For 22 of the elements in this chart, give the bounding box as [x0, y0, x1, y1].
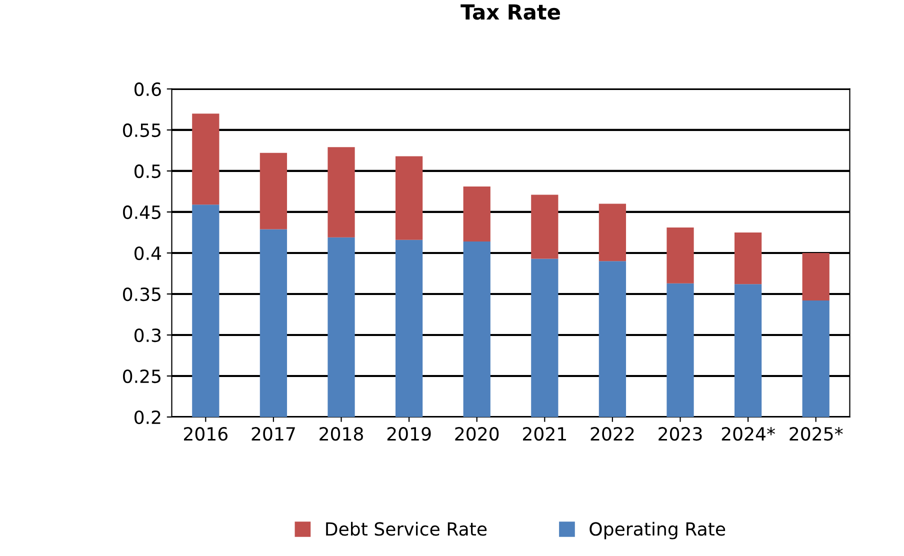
x-tick-label: 2020 [455, 427, 499, 441]
x-tick-label: 2017 [252, 427, 295, 441]
x-tick-label: 2016 [184, 427, 228, 441]
x-tick-label: 2021 [523, 427, 566, 441]
y-tick-label: 0.25 [123, 369, 160, 384]
x-tick-label: 2022 [590, 427, 634, 441]
x-tick-label: 2025* [790, 427, 843, 441]
x-tick-label: 2023 [658, 427, 702, 441]
y-tick-label: 0.3 [134, 328, 161, 342]
chart-title: Tax Rate [460, 4, 560, 20]
x-tick-label: 2019 [387, 427, 431, 441]
x-tick-label: 2024* [722, 427, 776, 441]
y-tick-label: 0.4 [134, 246, 162, 260]
y-tick-label: 0.6 [134, 82, 161, 96]
x-tick-label: 2018 [320, 427, 363, 441]
y-tick-label: 0.45 [123, 205, 160, 220]
y-tick-label: 0.35 [123, 287, 160, 302]
y-tick-label: 0.2 [134, 410, 160, 424]
y-tick-label: 0.55 [123, 123, 160, 138]
legend-label: Debt Service Rate [326, 522, 487, 536]
legend-label: Operating Rate [590, 522, 726, 540]
y-tick-label: 0.5 [134, 164, 160, 178]
